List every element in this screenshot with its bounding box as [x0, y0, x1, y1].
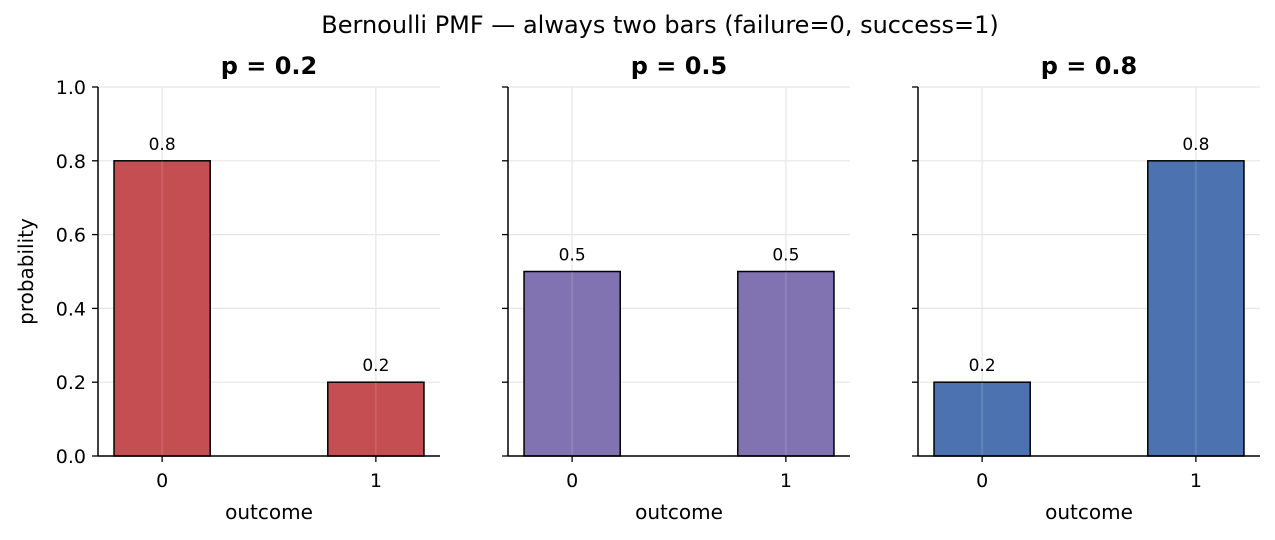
bar-outcome-0 — [113, 160, 211, 457]
y-tick-label: 0.4 — [56, 298, 86, 320]
x-axis-label: outcome — [635, 500, 723, 524]
figure-suptitle: Bernoulli PMF — always two bars (failure… — [321, 11, 998, 39]
panel-title: p = 0.8 — [1041, 52, 1138, 80]
x-tick-label: 0 — [566, 470, 578, 492]
x-tick-label: 1 — [1190, 470, 1202, 492]
bar-value-label: 0.2 — [362, 356, 389, 376]
bar-value-label: 0.8 — [149, 135, 176, 155]
panel-title: p = 0.5 — [631, 52, 728, 80]
y-axis-label: probability — [14, 218, 38, 325]
panel-p08: 0.2 0.8 0 1 p = 0.8 outcome — [912, 52, 1260, 524]
x-tick-label: 1 — [780, 470, 792, 492]
x-axis-label: outcome — [225, 500, 313, 524]
x-tick-label: 0 — [156, 470, 168, 492]
y-tick-label: 0.2 — [56, 372, 86, 394]
bar-outcome-1 — [737, 270, 835, 457]
x-axis-label: outcome — [1045, 500, 1133, 524]
bar-outcome-1 — [1147, 160, 1245, 457]
y-tick-label: 1.0 — [56, 77, 86, 99]
bar-value-label: 0.8 — [1182, 135, 1209, 155]
x-tick-label: 1 — [370, 470, 382, 492]
bar-outcome-0 — [933, 381, 1031, 457]
panel-title: p = 0.2 — [221, 52, 318, 80]
bar-value-label: 0.5 — [559, 246, 586, 266]
y-tick-label: 0.8 — [56, 151, 86, 173]
bar-value-label: 0.2 — [969, 356, 996, 376]
y-tick-label: 0.6 — [56, 225, 86, 247]
x-tick-label: 0 — [976, 470, 988, 492]
y-tick-label: 0.0 — [56, 446, 86, 468]
bar-value-label: 0.5 — [772, 246, 799, 266]
panel-p02: 0.8 0.2 0.0 0.2 0.4 0.6 0.8 1.0 0 1 p = 0.2 outcome… — [14, 52, 440, 524]
panel-p05: 0.5 0.5 0 1 p = 0.5 outcome — [502, 52, 850, 524]
